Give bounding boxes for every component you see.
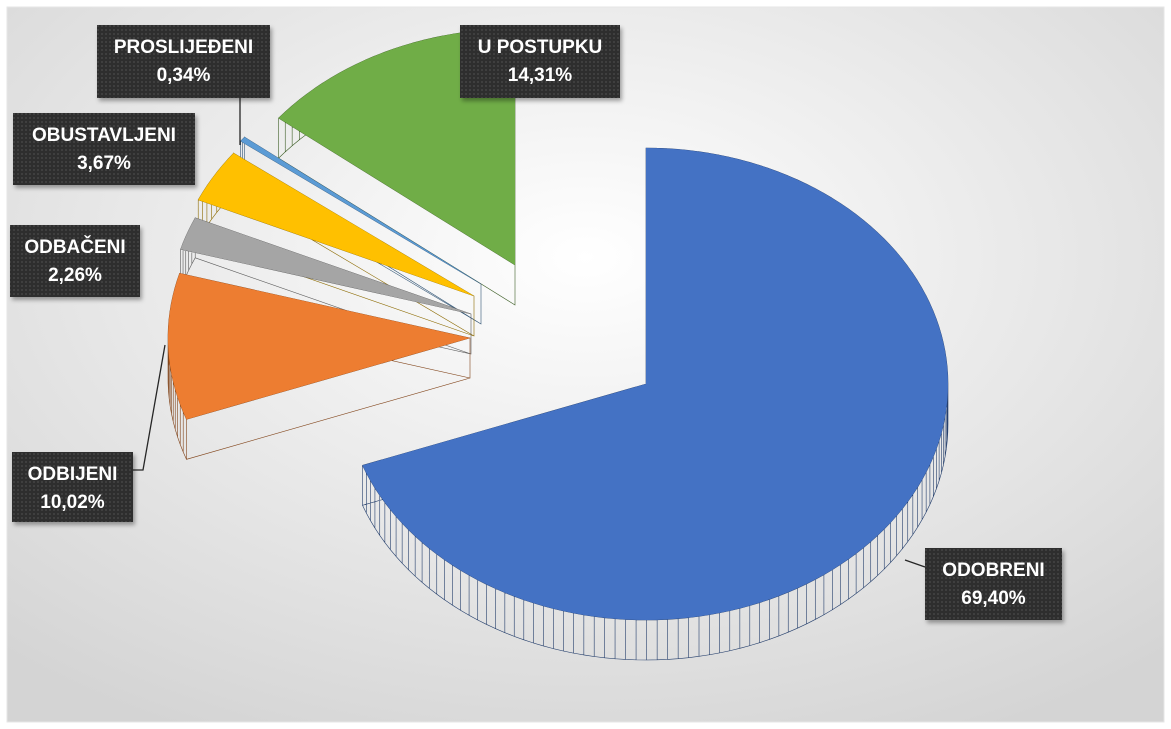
category-label: PROSLIJEĐENI <box>114 37 253 58</box>
category-label: ODBAČENI <box>24 236 125 258</box>
value-label: 10,02% <box>40 492 105 513</box>
category-label: ODOBRENI <box>942 560 1044 581</box>
category-label: OBUSTAVLJENI <box>32 125 176 146</box>
slice <box>278 29 515 265</box>
slice <box>198 153 474 296</box>
value-label: 69,40% <box>961 588 1026 609</box>
category-label: U POSTUPKU <box>478 37 603 58</box>
label-box <box>97 25 270 98</box>
label-box <box>10 225 140 297</box>
slice <box>168 273 470 420</box>
slice <box>180 217 471 314</box>
value-label: 2,26% <box>48 265 102 286</box>
value-label: 14,31% <box>508 65 573 86</box>
slice <box>240 137 481 284</box>
label-box <box>925 548 1062 620</box>
leader-line <box>133 344 166 471</box>
leader-line <box>904 559 926 568</box>
label-box <box>12 452 133 522</box>
slice <box>362 148 948 620</box>
category-label: ODBIJENI <box>28 464 118 485</box>
value-label: 3,67% <box>77 153 131 174</box>
labels: ODOBRENI 69,40% ODBIJENI 10,02% ODBAČENI 2,26… <box>10 25 1062 620</box>
value-label: 0,34% <box>157 65 211 86</box>
label-box <box>13 113 195 185</box>
slices <box>167 28 949 661</box>
label-box <box>460 25 620 98</box>
